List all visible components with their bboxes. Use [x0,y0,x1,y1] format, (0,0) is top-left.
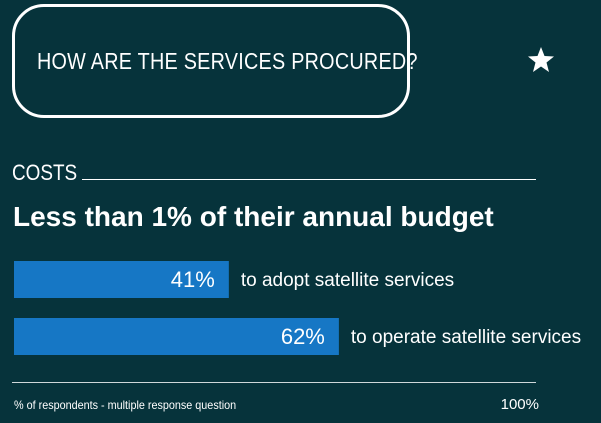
header-title: HOW ARE THE SERVICES PROCURED? [37,47,418,74]
footnote: % of respondents - multiple response que… [14,398,237,412]
bar-category-label-1: to adopt satellite services [241,270,454,291]
header-box: HOW ARE THE SERVICES PROCURED? [12,4,417,118]
section-label: COSTS [12,160,78,185]
section-divider [82,179,536,180]
bar-value-label-2: 62% [281,324,325,349]
bar-2 [14,318,339,355]
bar-1 [14,261,229,298]
star-icon [528,47,554,72]
axis-baseline [12,382,536,383]
bar-category-label-2: to operate satellite services [351,327,581,348]
section-header: COSTS [12,158,536,184]
bar-value-label-1: 41% [171,267,215,292]
chart-headline: Less than 1% of their annual budget [13,201,494,232]
axis-max-label: 100% [500,396,539,413]
